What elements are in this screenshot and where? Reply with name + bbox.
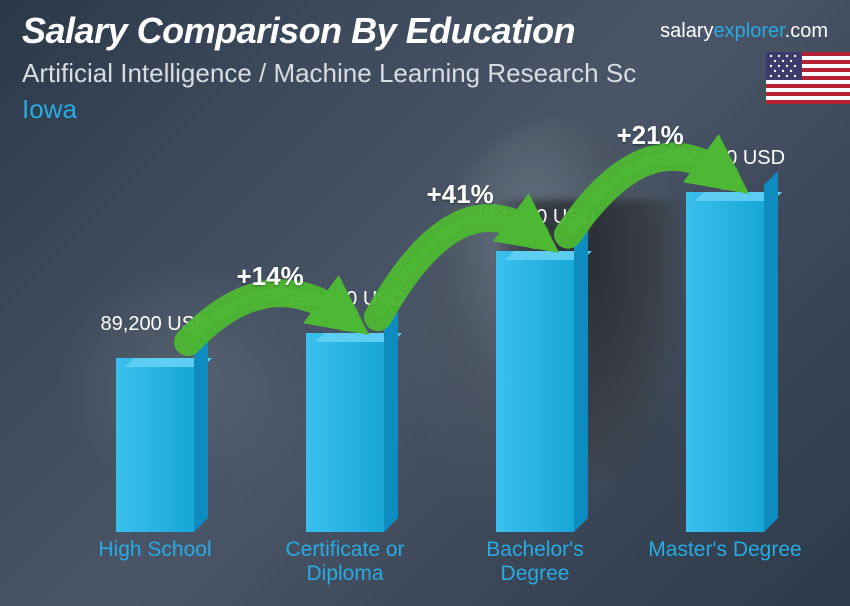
bar-category-label: High School (75, 538, 235, 562)
bar-category-label: Certificate or Diploma (265, 538, 425, 586)
brand-prefix: salary (660, 20, 713, 42)
increase-label: +21% (617, 120, 684, 151)
bar-category-label: Master's Degree (645, 538, 805, 562)
bar: 144,000 USD (496, 251, 574, 532)
increase-label: +14% (237, 261, 304, 292)
page-title: Salary Comparison By Education (22, 10, 575, 52)
increase-label: +41% (427, 179, 494, 210)
us-flag-icon (766, 52, 850, 104)
chart-location: Iowa (22, 94, 77, 125)
bar: 174,000 USD (686, 192, 764, 532)
bar: 102,000 USD (306, 333, 384, 532)
brand-logo: salaryexplorer.com (660, 20, 828, 43)
chart-container: Salary Comparison By Education salaryexp… (0, 0, 850, 606)
bar-chart: 89,200 USD High School 102,000 USD Certific… (40, 140, 790, 586)
bar: 89,200 USD (116, 358, 194, 532)
brand-tld: .com (785, 20, 828, 42)
bar-value-label: 89,200 USD (101, 313, 210, 336)
chart-subtitle: Artificial Intelligence / Machine Learni… (22, 58, 636, 89)
bar-category-label: Bachelor's Degree (455, 538, 615, 586)
brand-suffix: explorer (714, 20, 785, 42)
